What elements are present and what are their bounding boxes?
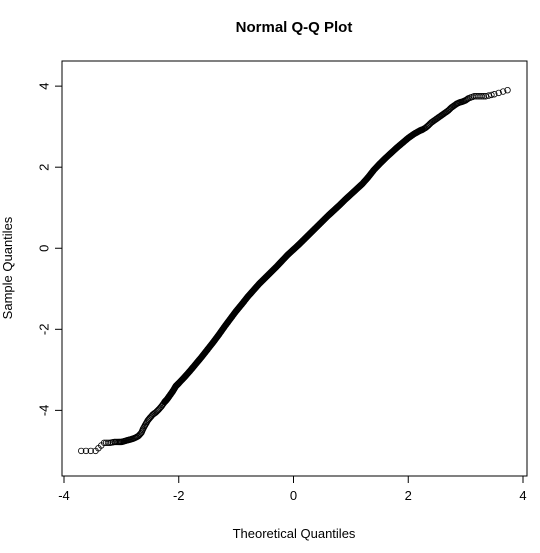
- data-point: [482, 93, 489, 100]
- data-point: [478, 93, 486, 100]
- x-tick-label: -2: [173, 488, 185, 503]
- data-point: [485, 92, 492, 99]
- x-tick-label: 4: [519, 488, 526, 503]
- x-axis: -4 -2 0 2 4: [58, 475, 527, 503]
- data-point: [463, 96, 470, 103]
- data-point: [104, 439, 112, 446]
- y-tick-label: -2: [37, 324, 52, 336]
- data-point: [488, 91, 495, 99]
- data-points: [78, 86, 511, 455]
- y-tick-label: -4: [37, 405, 52, 417]
- chart-title: Normal Q-Q Plot: [236, 19, 353, 36]
- y-axis: -4 -2 0 2 4: [37, 83, 63, 417]
- y-axis-label: Sample Quantiles: [0, 216, 15, 319]
- x-tick-label: -4: [58, 488, 70, 503]
- y-tick-label: 0: [37, 245, 52, 252]
- data-point: [495, 89, 502, 97]
- data-point: [499, 88, 507, 95]
- x-axis-label: Theoretical Quantiles: [233, 526, 356, 541]
- data-point: [87, 447, 94, 455]
- data-point: [82, 447, 90, 455]
- data-point: [504, 86, 511, 94]
- data-point: [491, 91, 498, 98]
- y-tick-label: 2: [37, 164, 52, 171]
- data-point: [78, 447, 85, 455]
- x-tick-label: 0: [290, 488, 297, 503]
- y-tick-label: 4: [37, 83, 52, 90]
- x-tick-label: 2: [405, 488, 412, 503]
- plot-frame: [61, 60, 528, 477]
- data-point: [480, 93, 487, 100]
